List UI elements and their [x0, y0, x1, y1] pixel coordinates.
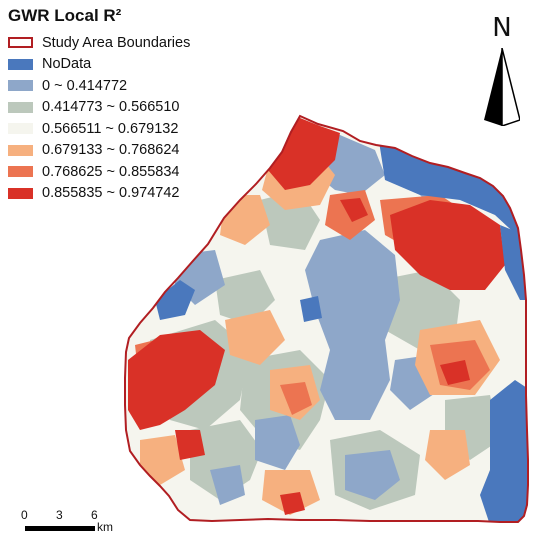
study-area-boundary — [124, 114, 529, 523]
legend-item: 0.855835 ~ 0.974742 — [8, 183, 190, 205]
scale-bar: 0 3 6 km — [18, 508, 138, 542]
legend-items: Study Area Boundaries NoData 0 ~ 0.414772 0… — [8, 32, 190, 204]
legend-swatch — [8, 144, 33, 156]
north-arrow: N — [481, 13, 523, 126]
legend-swatch — [8, 58, 33, 70]
legend-swatch — [8, 166, 33, 178]
scale-tick-3: 3 — [56, 508, 63, 522]
legend-label: 0.855835 ~ 0.974742 — [42, 185, 180, 202]
scale-tick-6: 6 — [91, 508, 98, 522]
legend-item: 0.566511 ~ 0.679132 — [8, 118, 190, 140]
legend-swatch — [8, 123, 33, 135]
r2-classification-surface — [125, 116, 528, 522]
north-letter: N — [492, 13, 512, 43]
scale-tick-labels: 0 3 6 — [18, 508, 138, 522]
legend-label: 0.414773 ~ 0.566510 — [42, 99, 180, 116]
legend-title: GWR Local R² — [8, 6, 122, 25]
legend-label: 0.768625 ~ 0.855834 — [42, 163, 180, 180]
legend-label: Study Area Boundaries — [42, 34, 191, 51]
scale-unit: km — [97, 520, 113, 534]
legend-swatch — [8, 80, 33, 92]
legend-item: 0.679133 ~ 0.768624 — [8, 140, 190, 162]
legend-swatch — [8, 187, 33, 199]
scale-tick-0: 0 — [21, 508, 28, 522]
north-arrow-icon — [484, 48, 520, 126]
legend-swatch — [8, 101, 33, 113]
legend-label: 0.679133 ~ 0.768624 — [42, 142, 180, 159]
map-legend: GWR Local R² Study Area Boundaries NoData… — [8, 6, 190, 204]
legend-swatch — [8, 37, 33, 49]
legend-label: 0 ~ 0.414772 — [42, 77, 128, 94]
legend-item: NoData — [8, 54, 190, 76]
legend-item: Study Area Boundaries — [8, 32, 190, 54]
legend-item: 0.414773 ~ 0.566510 — [8, 97, 190, 119]
legend-item: 0.768625 ~ 0.855834 — [8, 161, 190, 183]
legend-item: 0 ~ 0.414772 — [8, 75, 190, 97]
legend-label: NoData — [42, 56, 92, 73]
scale-bar-line — [25, 526, 95, 531]
legend-label: 0.566511 ~ 0.679132 — [42, 120, 179, 137]
